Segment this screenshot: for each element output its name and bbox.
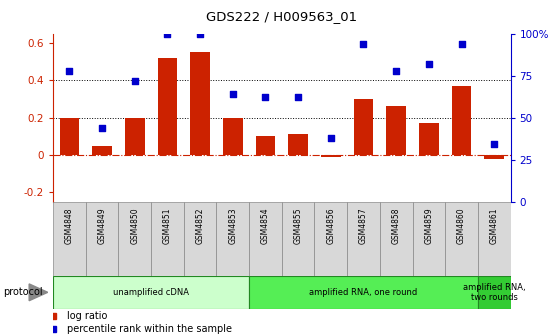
Bar bbox=[282, 202, 315, 276]
Bar bbox=[157, 58, 177, 155]
Point bbox=[261, 95, 270, 100]
Text: GSM4853: GSM4853 bbox=[228, 208, 237, 244]
Point bbox=[228, 91, 237, 97]
Point bbox=[359, 41, 368, 46]
Polygon shape bbox=[29, 284, 47, 301]
Bar bbox=[478, 202, 511, 276]
Text: GSM4856: GSM4856 bbox=[326, 208, 335, 244]
Bar bbox=[249, 202, 282, 276]
Bar bbox=[347, 202, 380, 276]
Point bbox=[392, 68, 401, 73]
Bar bbox=[354, 99, 373, 155]
Bar bbox=[380, 202, 412, 276]
Text: protocol: protocol bbox=[3, 287, 42, 297]
Text: percentile rank within the sample: percentile rank within the sample bbox=[67, 324, 232, 334]
Bar bbox=[484, 155, 504, 159]
Bar bbox=[412, 202, 445, 276]
Point bbox=[457, 41, 466, 46]
Bar bbox=[184, 202, 217, 276]
Bar bbox=[478, 276, 511, 309]
Bar bbox=[386, 107, 406, 155]
Bar bbox=[445, 202, 478, 276]
Bar bbox=[92, 145, 112, 155]
Text: GSM4860: GSM4860 bbox=[457, 208, 466, 244]
Point bbox=[425, 61, 434, 67]
Bar bbox=[217, 202, 249, 276]
Text: GSM4861: GSM4861 bbox=[490, 208, 499, 244]
Text: GSM4858: GSM4858 bbox=[392, 208, 401, 244]
Bar bbox=[249, 276, 478, 309]
Bar bbox=[452, 86, 472, 155]
Text: GSM4849: GSM4849 bbox=[98, 208, 107, 244]
Bar bbox=[256, 136, 275, 155]
Bar bbox=[53, 276, 249, 309]
Text: GSM4852: GSM4852 bbox=[196, 208, 205, 244]
Bar bbox=[53, 202, 86, 276]
Bar bbox=[419, 123, 439, 155]
Bar bbox=[288, 134, 308, 155]
Bar bbox=[190, 52, 210, 155]
Point bbox=[490, 142, 499, 147]
Point bbox=[130, 78, 139, 83]
Text: GSM4851: GSM4851 bbox=[163, 208, 172, 244]
Point bbox=[98, 125, 107, 130]
Text: GSM4850: GSM4850 bbox=[130, 208, 139, 244]
Bar bbox=[118, 202, 151, 276]
Text: amplified RNA, one round: amplified RNA, one round bbox=[309, 288, 417, 297]
Point bbox=[196, 31, 205, 36]
Text: GSM4859: GSM4859 bbox=[425, 208, 434, 244]
Text: unamplified cDNA: unamplified cDNA bbox=[113, 288, 189, 297]
Bar bbox=[60, 118, 79, 155]
Text: GSM4848: GSM4848 bbox=[65, 208, 74, 244]
Bar bbox=[321, 155, 340, 157]
Bar bbox=[315, 202, 347, 276]
Text: GSM4855: GSM4855 bbox=[294, 208, 302, 244]
Bar bbox=[86, 202, 118, 276]
Bar bbox=[223, 118, 243, 155]
Point bbox=[163, 31, 172, 36]
Point bbox=[65, 68, 74, 73]
Text: amplified RNA,
two rounds: amplified RNA, two rounds bbox=[463, 283, 526, 302]
Point bbox=[326, 135, 335, 140]
Text: GDS222 / H009563_01: GDS222 / H009563_01 bbox=[206, 10, 357, 23]
Bar bbox=[151, 202, 184, 276]
Text: log ratio: log ratio bbox=[67, 311, 107, 321]
Bar bbox=[125, 118, 145, 155]
Text: GSM4857: GSM4857 bbox=[359, 208, 368, 244]
Point bbox=[294, 95, 302, 100]
Text: GSM4854: GSM4854 bbox=[261, 208, 270, 244]
